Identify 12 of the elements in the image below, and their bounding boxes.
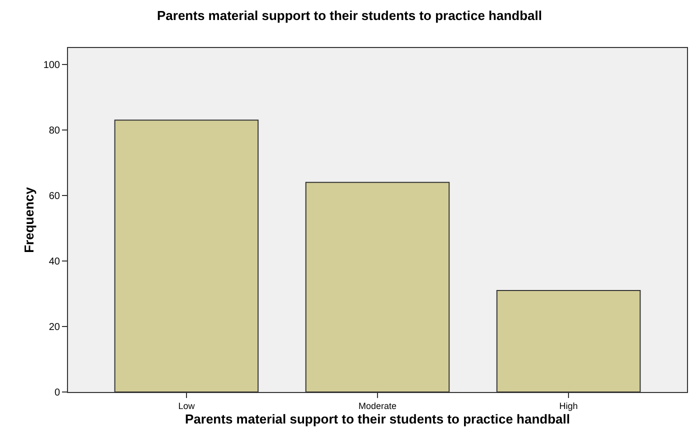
y-tick-label: 80	[48, 125, 60, 136]
x-tick-label: High	[559, 400, 578, 411]
y-tick-label: 40	[48, 256, 60, 268]
y-tick-label: 0	[54, 388, 60, 398]
y-tick-label: 20	[48, 322, 60, 333]
x-tick-label: Moderate	[358, 400, 397, 411]
x-tick-label: Low	[178, 400, 196, 411]
chart-title: Parents material support to their students to practice handball	[156, 8, 542, 24]
y-tick-label: 100	[43, 60, 60, 71]
y-axis-title: Frequency	[21, 186, 36, 253]
x-axis-title: Parents material support to their students to practice handball	[184, 411, 570, 426]
y-tick-label: 60	[48, 190, 60, 202]
